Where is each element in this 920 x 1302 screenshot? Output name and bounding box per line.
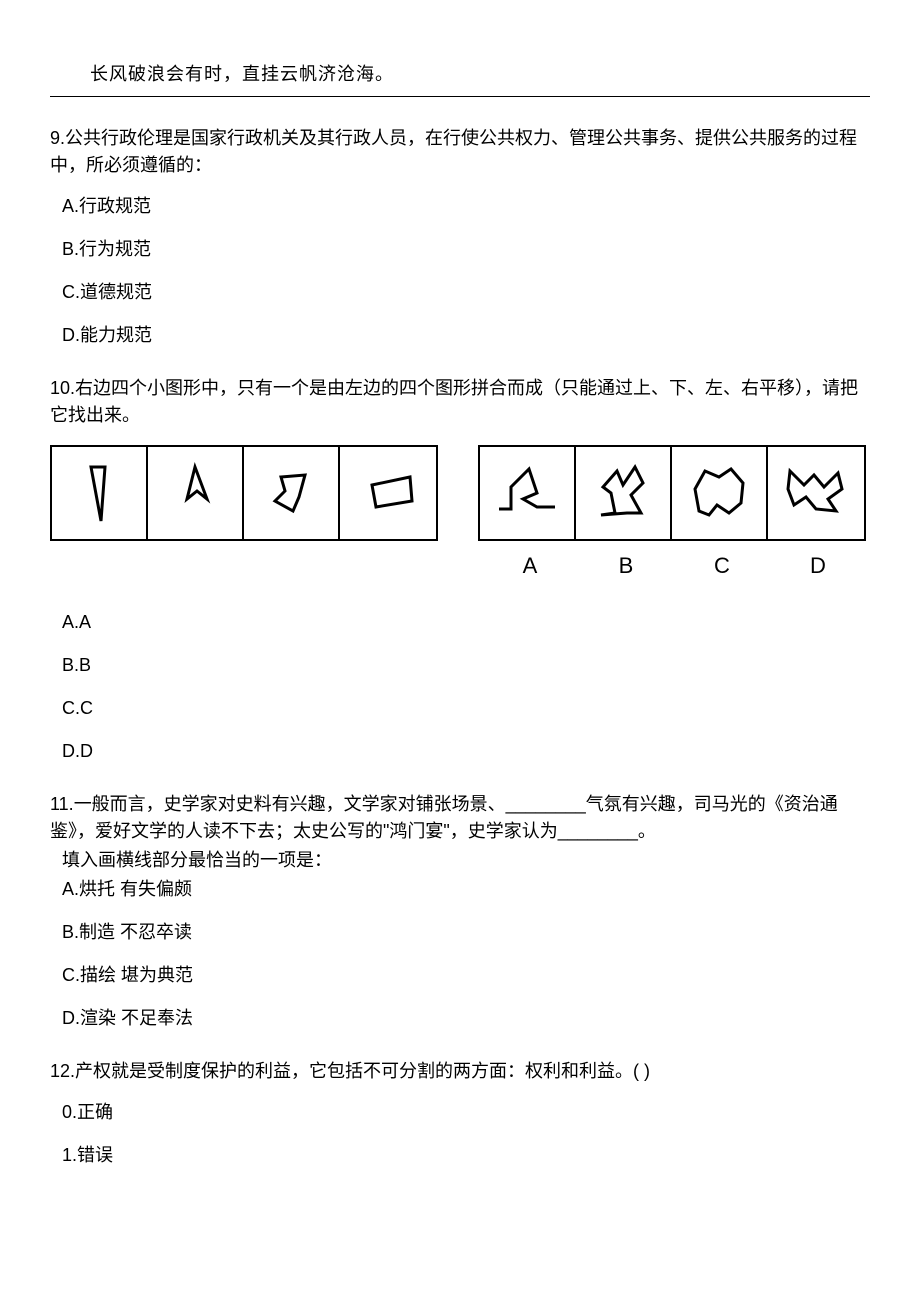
q12-text: 12.产权就是受制度保护的利益，它包括不可分割的两方面：权利和利益。( ) bbox=[50, 1058, 870, 1085]
q10-right-group bbox=[478, 445, 866, 541]
shape-icon bbox=[149, 449, 241, 537]
q9-text: 9.公共行政伦理是国家行政机关及其行政人员，在行使公共权力、管理公共事务、提供公… bbox=[50, 125, 870, 179]
shape-icon bbox=[342, 449, 434, 537]
q9-number: 9. bbox=[50, 128, 65, 148]
header-quote: 长风破浪会有时，直挂云帆济沧海。 bbox=[90, 60, 870, 86]
q10-right-b bbox=[576, 447, 672, 539]
q11-text: 11.一般而言，史学家对史料有兴趣，文学家对铺张场景、________气氛有兴趣… bbox=[50, 791, 870, 845]
q11-option-d: D.渲染 不足奉法 bbox=[50, 1005, 870, 1032]
q10-number: 10. bbox=[50, 378, 75, 398]
q11-prompt: 填入画横线部分最恰当的一项是： bbox=[50, 847, 870, 874]
q9-option-b: B.行为规范 bbox=[50, 236, 870, 263]
question-10: 10.右边四个小图形中，只有一个是由左边的四个图形拼合而成（只能通过上、下、左、… bbox=[50, 375, 870, 765]
q10-right-d bbox=[768, 447, 864, 539]
q10-left-4 bbox=[340, 447, 436, 539]
q10-option-c: C.C bbox=[50, 695, 870, 722]
q10-body: 右边四个小图形中，只有一个是由左边的四个图形拼合而成（只能通过上、下、左、右平移… bbox=[50, 378, 858, 425]
q12-body: 产权就是受制度保护的利益，它包括不可分割的两方面：权利和利益。( ) bbox=[75, 1061, 650, 1081]
q10-option-b: B.B bbox=[50, 652, 870, 679]
q10-right-c bbox=[672, 447, 768, 539]
shape-icon bbox=[577, 449, 669, 537]
q9-body: 公共行政伦理是国家行政机关及其行政人员，在行使公共权力、管理公共事务、提供公共服… bbox=[50, 128, 857, 175]
q10-left-group bbox=[50, 445, 438, 541]
q10-left-3 bbox=[244, 447, 340, 539]
q10-label-b: B bbox=[578, 553, 674, 579]
q12-number: 12. bbox=[50, 1061, 75, 1081]
question-11: 11.一般而言，史学家对史料有兴趣，文学家对铺张场景、________气氛有兴趣… bbox=[50, 791, 870, 1032]
q11-option-c: C.描绘 堪为典范 bbox=[50, 962, 870, 989]
q10-label-d: D bbox=[770, 553, 866, 579]
question-9: 9.公共行政伦理是国家行政机关及其行政人员，在行使公共权力、管理公共事务、提供公… bbox=[50, 125, 870, 349]
q10-left-1 bbox=[52, 447, 148, 539]
shape-icon bbox=[673, 449, 765, 537]
q12-option-0: 0.正确 bbox=[50, 1099, 870, 1126]
q11-number: 11. bbox=[50, 794, 74, 814]
shape-icon bbox=[53, 449, 145, 537]
question-12: 12.产权就是受制度保护的利益，它包括不可分割的两方面：权利和利益。( ) 0.… bbox=[50, 1058, 870, 1169]
shape-icon bbox=[245, 449, 337, 537]
q9-option-a: A.行政规范 bbox=[50, 193, 870, 220]
q11-option-b: B.制造 不忍卒读 bbox=[50, 919, 870, 946]
shape-icon bbox=[770, 449, 862, 537]
q10-option-d: D.D bbox=[50, 738, 870, 765]
shape-icon bbox=[481, 449, 573, 537]
q11-body1: 一般而言，史学家对史料有兴趣，文学家对铺张场景、________气氛有兴趣，司马… bbox=[50, 794, 838, 841]
q10-text: 10.右边四个小图形中，只有一个是由左边的四个图形拼合而成（只能通过上、下、左、… bbox=[50, 375, 870, 429]
q10-figure-row bbox=[50, 445, 870, 541]
q10-left-2 bbox=[148, 447, 244, 539]
q10-answer-labels: A B C D bbox=[50, 553, 870, 579]
q12-option-1: 1.错误 bbox=[50, 1142, 870, 1169]
q9-option-d: D.能力规范 bbox=[50, 322, 870, 349]
q11-option-a: A.烘托 有失偏颇 bbox=[50, 876, 870, 903]
q10-label-c: C bbox=[674, 553, 770, 579]
q9-option-c: C.道德规范 bbox=[50, 279, 870, 306]
q10-label-a: A bbox=[482, 553, 578, 579]
q10-option-a: A.A bbox=[50, 609, 870, 636]
page-header: 长风破浪会有时，直挂云帆济沧海。 bbox=[50, 60, 870, 97]
q10-right-a bbox=[480, 447, 576, 539]
